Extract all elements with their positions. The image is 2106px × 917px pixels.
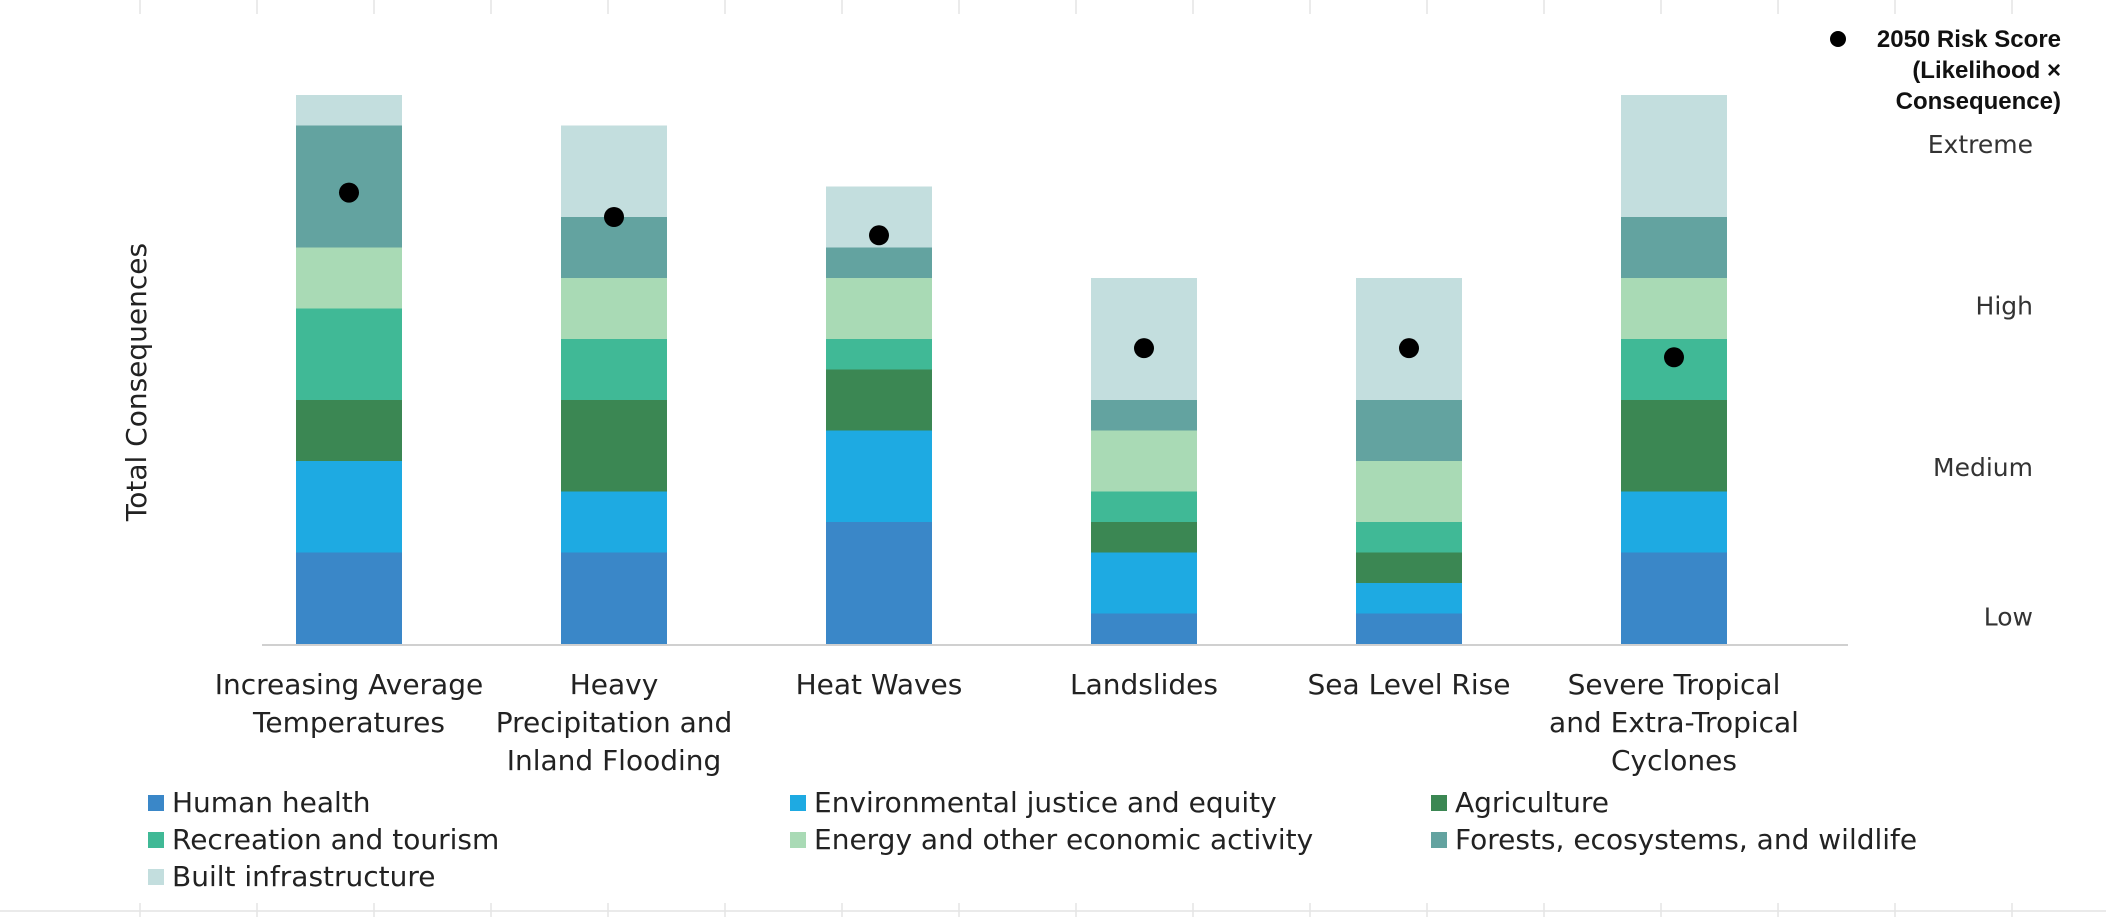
bar-segment bbox=[561, 217, 667, 278]
bar-segment bbox=[1621, 217, 1727, 278]
bar-segment bbox=[1621, 400, 1727, 492]
bar-segment bbox=[1621, 491, 1727, 553]
category-label: Heavy Precipitation and Inland Flooding bbox=[496, 668, 733, 777]
legend-swatch bbox=[148, 832, 164, 848]
bar-segment bbox=[1621, 278, 1727, 339]
bar-segment bbox=[1356, 552, 1462, 583]
category-label: Sea Level Rise bbox=[1308, 668, 1511, 701]
bars bbox=[296, 95, 1727, 644]
risk-level-label: Medium bbox=[1933, 453, 2033, 482]
bar-segment bbox=[561, 400, 667, 492]
legend: Human health Environmental justice and eq… bbox=[148, 786, 1917, 893]
bar-segment bbox=[1091, 552, 1197, 614]
legend-swatch bbox=[790, 832, 806, 848]
legend-label: Recreation and tourism bbox=[172, 823, 499, 856]
category-label: Severe Tropical and Extra-Tropical Cyclone… bbox=[1549, 668, 1799, 777]
risk-score-point bbox=[1664, 347, 1684, 368]
bar-segment bbox=[1091, 491, 1197, 522]
legend-label: Energy and other economic activity bbox=[814, 823, 1313, 856]
category-label: Landslides bbox=[1070, 668, 1218, 701]
bar-segment bbox=[1091, 613, 1197, 644]
bar-segment bbox=[1091, 522, 1197, 553]
category-label: Heat Waves bbox=[796, 668, 963, 701]
legend-swatch bbox=[148, 869, 164, 885]
bar-segment bbox=[826, 430, 932, 522]
risk-level-labels: Low Medium High Extreme bbox=[1928, 130, 2033, 632]
legend-label: Agriculture bbox=[1455, 786, 1609, 819]
bar-segment bbox=[1356, 583, 1462, 614]
bar-segment bbox=[296, 552, 402, 644]
legend-swatch bbox=[790, 795, 806, 811]
bar-segment bbox=[561, 339, 667, 400]
risk-score-legend-label: 2050 Risk Score (Likelihood × Consequence) bbox=[1877, 26, 2061, 115]
bar-segment bbox=[296, 308, 402, 400]
bar-segment bbox=[561, 278, 667, 339]
legend-item: Agriculture bbox=[1431, 786, 1609, 819]
legend-item: Recreation and tourism bbox=[148, 823, 499, 856]
bar-segment bbox=[1356, 400, 1462, 461]
risk-level-label: Extreme bbox=[1928, 130, 2033, 159]
bar-segment bbox=[1091, 400, 1197, 431]
y-axis-label: Total Consequences bbox=[120, 243, 153, 522]
bar-segment bbox=[1356, 522, 1462, 553]
bar-segment bbox=[561, 491, 667, 553]
bar-segment bbox=[1356, 461, 1462, 522]
bar-segment bbox=[1356, 613, 1462, 644]
risk-score-point bbox=[1399, 338, 1419, 359]
legend-item: Forests, ecosystems, and wildlife bbox=[1431, 823, 1917, 856]
risk-score-legend: 2050 Risk Score (Likelihood × Consequence) bbox=[1830, 26, 2061, 115]
bar-segment bbox=[561, 125, 667, 217]
legend-item: Built infrastructure bbox=[148, 860, 436, 893]
bar-segment bbox=[296, 400, 402, 461]
bar-segment bbox=[826, 278, 932, 339]
legend-swatch bbox=[1431, 795, 1447, 811]
risk-score-legend-marker bbox=[1830, 31, 1846, 47]
legend-label: Forests, ecosystems, and wildlife bbox=[1455, 823, 1917, 856]
bar-segment bbox=[1621, 552, 1727, 644]
legend-swatch bbox=[148, 795, 164, 811]
legend-label: Built infrastructure bbox=[172, 860, 436, 893]
bar-segment bbox=[826, 339, 932, 370]
legend-item: Energy and other economic activity bbox=[790, 823, 1313, 856]
bar-segment bbox=[826, 369, 932, 431]
risk-score-point bbox=[604, 207, 624, 227]
bar-segment bbox=[826, 522, 932, 644]
bar-segment bbox=[296, 247, 402, 309]
risk-level-label: Low bbox=[1984, 603, 2033, 632]
risk-score-point bbox=[339, 182, 359, 203]
legend-item: Human health bbox=[148, 786, 371, 819]
bar-segment bbox=[561, 552, 667, 644]
risk-score-dots bbox=[339, 182, 1684, 368]
bar-segment bbox=[1091, 430, 1197, 492]
category-label: Increasing Average Temperatures bbox=[215, 668, 483, 739]
risk-level-label: High bbox=[1976, 291, 2033, 320]
legend-swatch bbox=[1431, 832, 1447, 848]
bar-segment bbox=[826, 247, 932, 278]
bar-segment bbox=[296, 461, 402, 553]
risk-score-point bbox=[1134, 338, 1154, 359]
bar-segment bbox=[296, 95, 402, 126]
legend-item: Environmental justice and equity bbox=[790, 786, 1277, 819]
risk-score-point bbox=[869, 225, 889, 246]
legend-label: Environmental justice and equity bbox=[814, 786, 1277, 819]
bar-segment bbox=[1621, 95, 1727, 217]
legend-label: Human health bbox=[172, 786, 371, 819]
